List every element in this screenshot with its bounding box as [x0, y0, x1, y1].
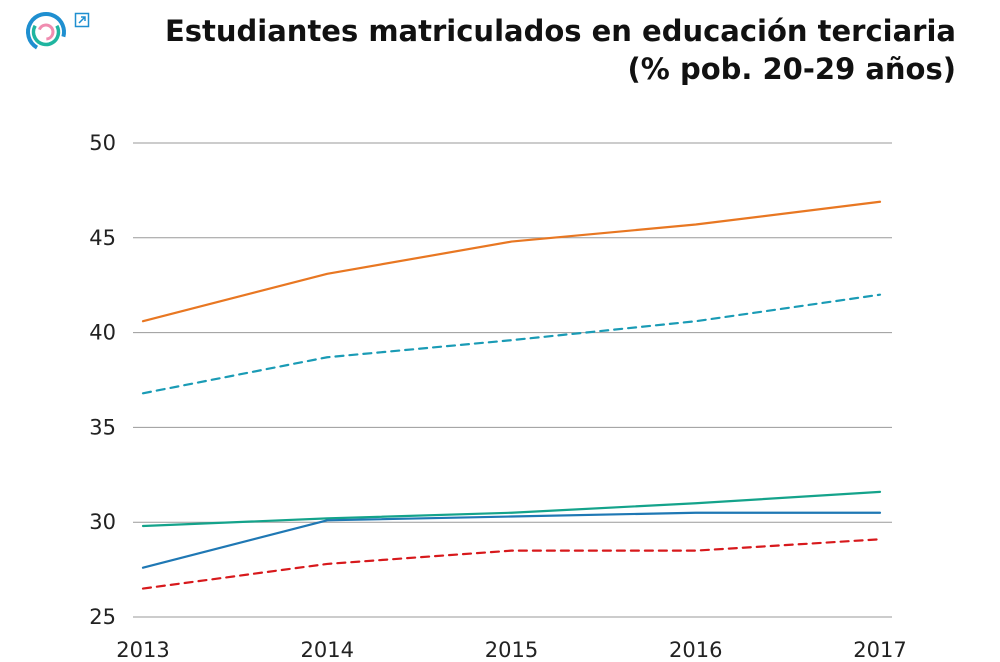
y-tick-label: 40 — [89, 321, 116, 345]
external-link-icon[interactable] — [74, 12, 90, 28]
x-tick-label: 2013 — [116, 638, 169, 662]
series-lines — [141, 200, 882, 590]
series-line-5 — [141, 538, 882, 590]
x-axis-ticks: 2013 2014 2015 2016 2017 — [116, 638, 906, 662]
x-tick-label: 2016 — [669, 638, 722, 662]
brand-logo-icon[interactable] — [22, 10, 72, 54]
chart-title-line1: Estudiantes matriculados en educación te… — [164, 14, 956, 48]
x-tick-label: 2015 — [485, 638, 538, 662]
y-tick-label: 45 — [89, 226, 116, 250]
series-line-4 — [141, 511, 882, 569]
series-line-3 — [141, 490, 882, 528]
chart-title: Estudiantes matriculados en educación te… — [165, 12, 956, 88]
y-tick-label: 35 — [89, 415, 116, 439]
series-line-2 — [141, 293, 882, 395]
x-tick-label: 2017 — [853, 638, 906, 662]
chart-title-line2: (% pob. 20-29 años) — [627, 52, 956, 86]
y-tick-label: 30 — [89, 510, 116, 534]
y-tick-label: 50 — [89, 131, 116, 155]
y-tick-label: 25 — [89, 605, 116, 629]
y-axis-ticks: 25 30 35 40 45 50 — [89, 131, 116, 629]
x-tick-label: 2014 — [301, 638, 354, 662]
series-line-1 — [141, 200, 882, 323]
